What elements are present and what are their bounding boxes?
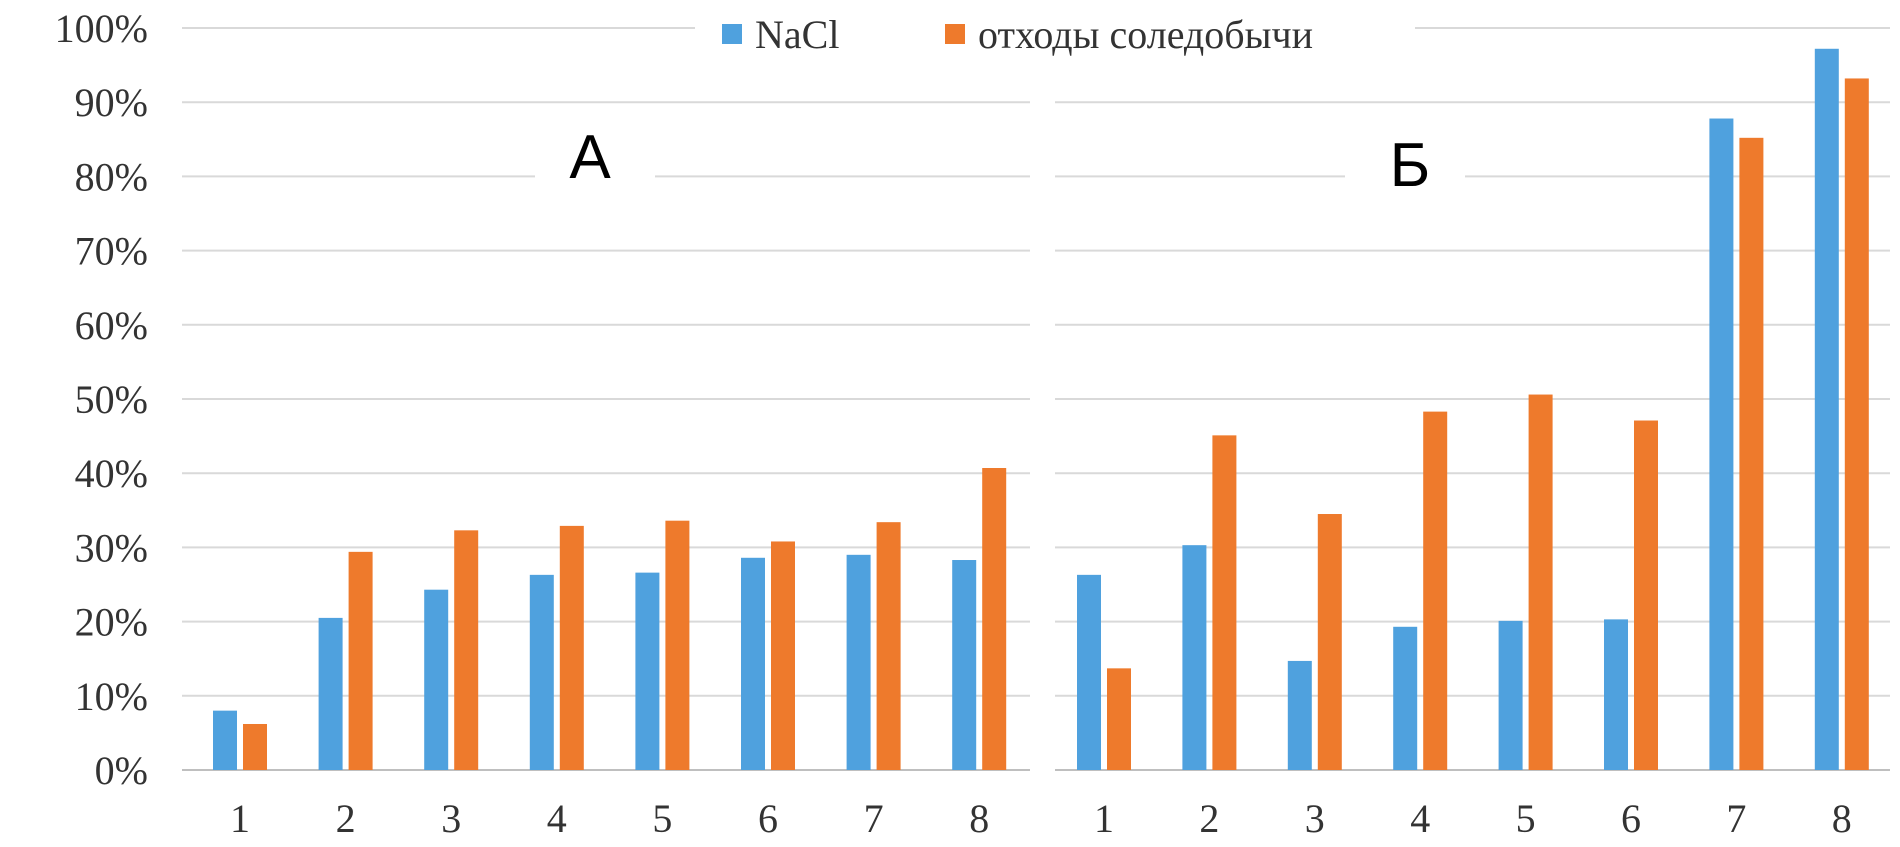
- bar-panel-2-series-1-cat-7: [1709, 118, 1734, 771]
- y-tick-label-100: 100%: [55, 6, 148, 51]
- x-tick-label-panel-1-1: 1: [230, 796, 250, 841]
- x-tick-label-panel-1-7: 7: [864, 796, 884, 841]
- bar-panel-1-series-1-cat-2: [318, 617, 343, 770]
- bar-panel-2-series-1-cat-6: [1604, 619, 1628, 770]
- legend-label-waste: отходы соледобычи: [978, 12, 1313, 57]
- y-tick-label-40: 40%: [75, 451, 148, 496]
- panel-b-title: Б: [1390, 131, 1431, 200]
- bar-panel-2-series-2-cat-2: [1212, 435, 1237, 770]
- bar-panel-1-series-2-cat-6: [771, 541, 795, 770]
- bar-panel-2-series-2-cat-4: [1423, 411, 1448, 770]
- y-tick-label-10: 10%: [75, 674, 148, 719]
- panel-a-title-background: [535, 125, 655, 205]
- bar-panel-1-series-1-cat-7: [846, 554, 871, 770]
- bar-panel-2-series-2-cat-1: [1107, 668, 1131, 770]
- y-tick-label-0: 0%: [95, 748, 148, 793]
- bar-panel-2-series-2-cat-3: [1317, 514, 1342, 770]
- bar-panel-2-series-2-cat-6: [1634, 420, 1658, 770]
- panel-a-title-group: А: [535, 123, 655, 205]
- bar-panel-1-series-2-cat-4: [559, 525, 584, 770]
- legend: NaCl отходы соледобычи: [695, 0, 1415, 66]
- bar-panel-2-series-1-cat-1: [1077, 574, 1101, 770]
- x-tick-label-panel-2-7: 7: [1726, 796, 1746, 841]
- bar-panel-1-series-1-cat-5: [635, 572, 660, 770]
- x-tick-label-panel-2-6: 6: [1621, 796, 1641, 841]
- y-axis-tick-labels: 0% 10% 20% 30% 40% 50% 60% 70% 80% 90% 100%: [55, 6, 148, 793]
- x-tick-label-panel-2-8: 8: [1832, 796, 1852, 841]
- y-tick-label-60: 60%: [75, 303, 148, 348]
- x-tick-label-panel-1-6: 6: [758, 796, 778, 841]
- bar-panel-1-series-2-cat-8: [982, 468, 1007, 770]
- bar-panel-1-series-2-cat-7: [876, 522, 901, 770]
- x-tick-label-panel-1-3: 3: [441, 796, 461, 841]
- bar-panel-2-series-1-cat-2: [1182, 545, 1207, 770]
- x-tick-label-panel-1-8: 8: [969, 796, 989, 841]
- bar-panel-1-series-2-cat-2: [348, 551, 373, 770]
- x-tick-label-panel-1-4: 4: [547, 796, 567, 841]
- x-tick-label-panel-2-1: 1: [1094, 796, 1114, 841]
- bar-panel-2-series-2-cat-8: [1844, 78, 1869, 771]
- panel-a-title: А: [569, 123, 611, 192]
- bar-panel-1-series-1-cat-1: [213, 710, 237, 770]
- y-tick-label-50: 50%: [75, 377, 148, 422]
- bar-panel-1-series-2-cat-5: [665, 520, 690, 770]
- legend-background: [695, 0, 1415, 66]
- bars: [213, 48, 1869, 771]
- bar-panel-2-series-2-cat-7: [1739, 137, 1764, 771]
- y-tick-label-70: 70%: [75, 229, 148, 274]
- panel-b-title-group: Б: [1345, 131, 1465, 215]
- bar-panel-1-series-1-cat-4: [529, 574, 554, 770]
- x-tick-label-panel-2-2: 2: [1199, 796, 1219, 841]
- bar-panel-2-series-1-cat-5: [1498, 620, 1523, 770]
- bar-panel-2-series-1-cat-3: [1287, 660, 1312, 770]
- bar-panel-2-series-2-cat-5: [1528, 394, 1553, 770]
- legend-swatch-nacl: [722, 24, 742, 44]
- x-axis-tick-labels: 1 2 3 4 5 6 7 8 1 2 3 4 5 6 7 8: [230, 796, 1852, 841]
- bar-panel-1-series-1-cat-8: [952, 560, 977, 770]
- x-tick-label-panel-2-5: 5: [1516, 796, 1536, 841]
- y-tick-label-20: 20%: [75, 600, 148, 645]
- bar-panel-1-series-2-cat-1: [243, 723, 267, 770]
- panel-b-title-background: [1345, 135, 1465, 215]
- bar-panel-1-series-1-cat-3: [424, 589, 449, 770]
- y-tick-label-90: 90%: [75, 80, 148, 125]
- x-tick-label-panel-2-4: 4: [1410, 796, 1430, 841]
- x-tick-label-panel-1-2: 2: [336, 796, 356, 841]
- x-tick-label-panel-2-3: 3: [1305, 796, 1325, 841]
- x-tick-label-panel-1-5: 5: [652, 796, 672, 841]
- bar-panel-2-series-1-cat-4: [1393, 626, 1418, 770]
- bar-panel-1-series-1-cat-6: [741, 557, 765, 770]
- bar-panel-1-series-2-cat-3: [454, 530, 479, 770]
- y-tick-label-80: 80%: [75, 154, 148, 199]
- legend-label-nacl: NaCl: [755, 12, 839, 57]
- legend-swatch-waste: [945, 24, 965, 44]
- y-tick-label-30: 30%: [75, 525, 148, 570]
- bar-panel-2-series-1-cat-8: [1814, 48, 1839, 770]
